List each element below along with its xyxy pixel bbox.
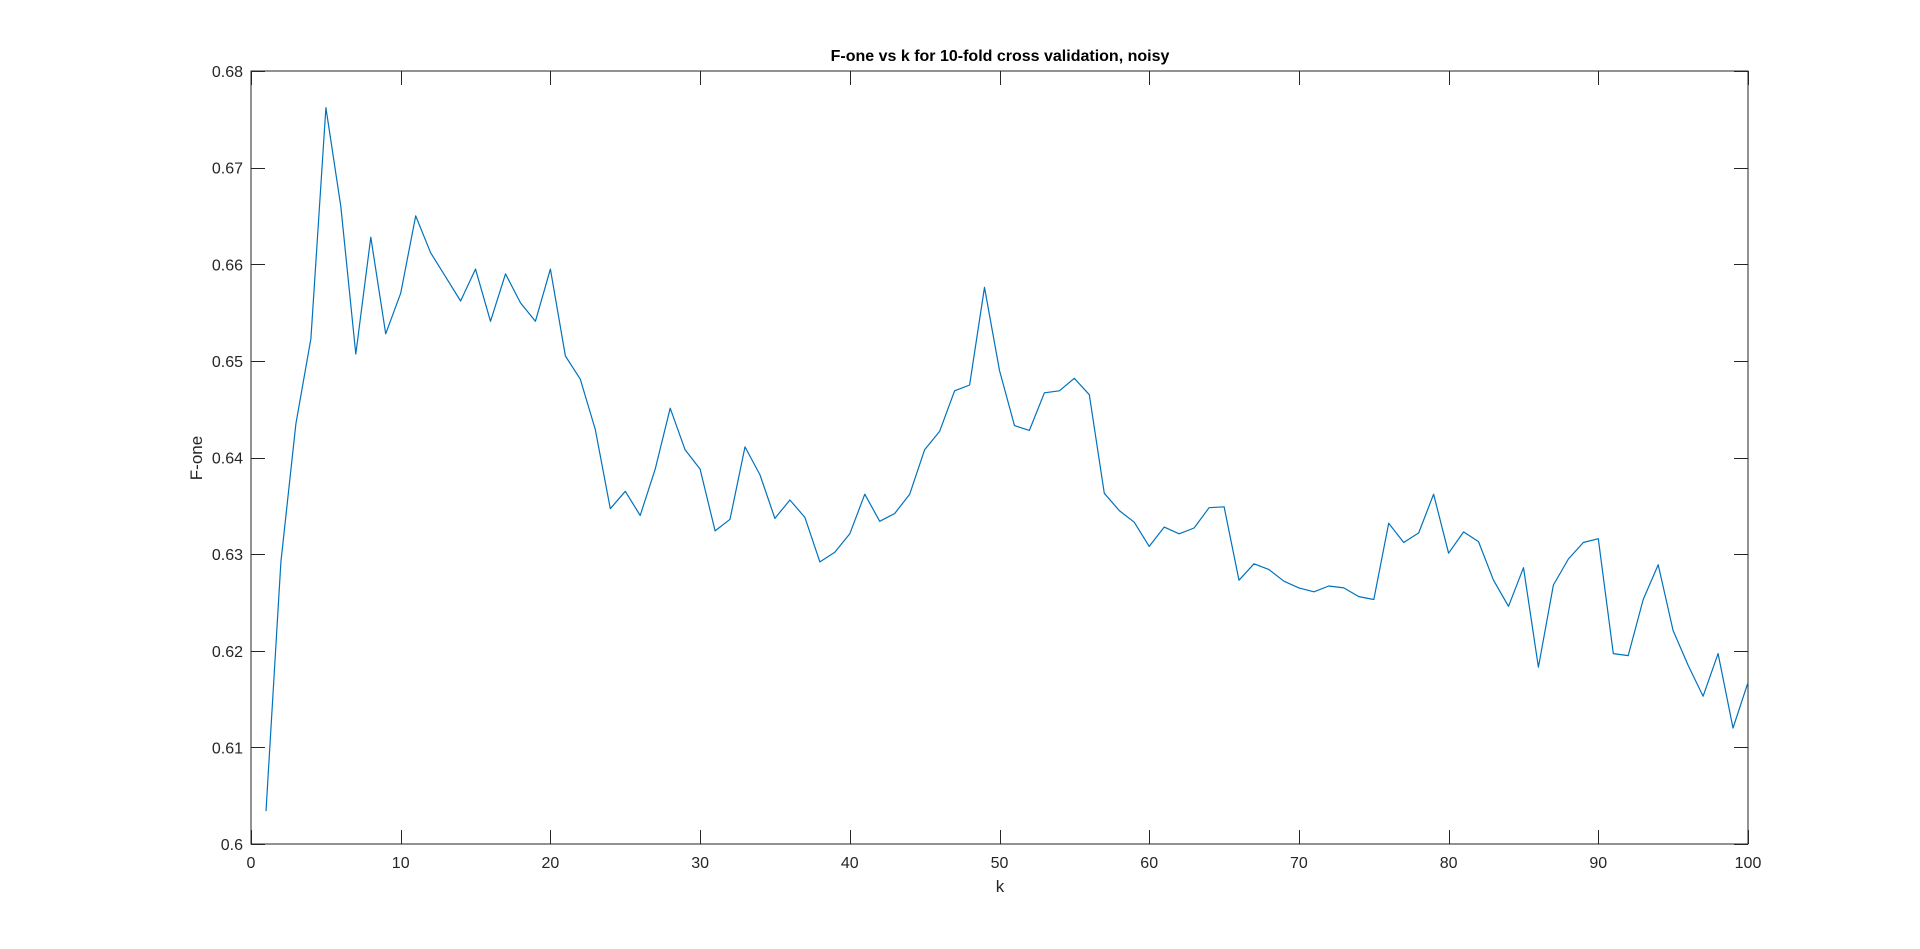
y-axis-title: F-one <box>187 436 206 480</box>
y-tick-label: 0.65 <box>212 354 243 371</box>
x-tick-label: 50 <box>991 855 1009 872</box>
x-tick-label: 20 <box>542 855 560 872</box>
x-axis-ticks: 0 10 20 30 40 50 60 70 80 90 100 <box>247 71 1762 872</box>
y-tick-label: 0.63 <box>212 547 243 564</box>
x-tick-label: 70 <box>1290 855 1308 872</box>
x-tick-label: 30 <box>691 855 709 872</box>
y-tick-label: 0.67 <box>212 161 243 178</box>
y-tick-label: 0.62 <box>212 644 243 661</box>
y-tick-label: 0.68 <box>212 64 243 81</box>
x-axis-title: k <box>996 877 1005 896</box>
plot-area <box>250 70 1749 845</box>
x-tick-label: 40 <box>841 855 859 872</box>
y-tick-label: 0.64 <box>212 451 243 468</box>
x-tick-label: 60 <box>1140 855 1158 872</box>
series-line <box>265 107 1749 812</box>
x-tick-label: 0 <box>247 855 256 872</box>
x-tick-label: 100 <box>1735 855 1762 872</box>
axes-box <box>250 70 1749 845</box>
y-tick-label: 0.61 <box>212 740 243 757</box>
x-tick-label: 80 <box>1440 855 1458 872</box>
y-tick-label: 0.6 <box>221 837 243 854</box>
x-tick-label: 10 <box>392 855 410 872</box>
y-tick-label: 0.66 <box>212 257 243 274</box>
chart-title: F-one vs k for 10-fold cross validation,… <box>831 48 1170 65</box>
x-tick-label: 90 <box>1589 855 1607 872</box>
y-axis-ticks: 0.6 0.61 0.62 0.63 0.64 0.65 0.66 0.67 0.68 <box>212 64 1748 854</box>
